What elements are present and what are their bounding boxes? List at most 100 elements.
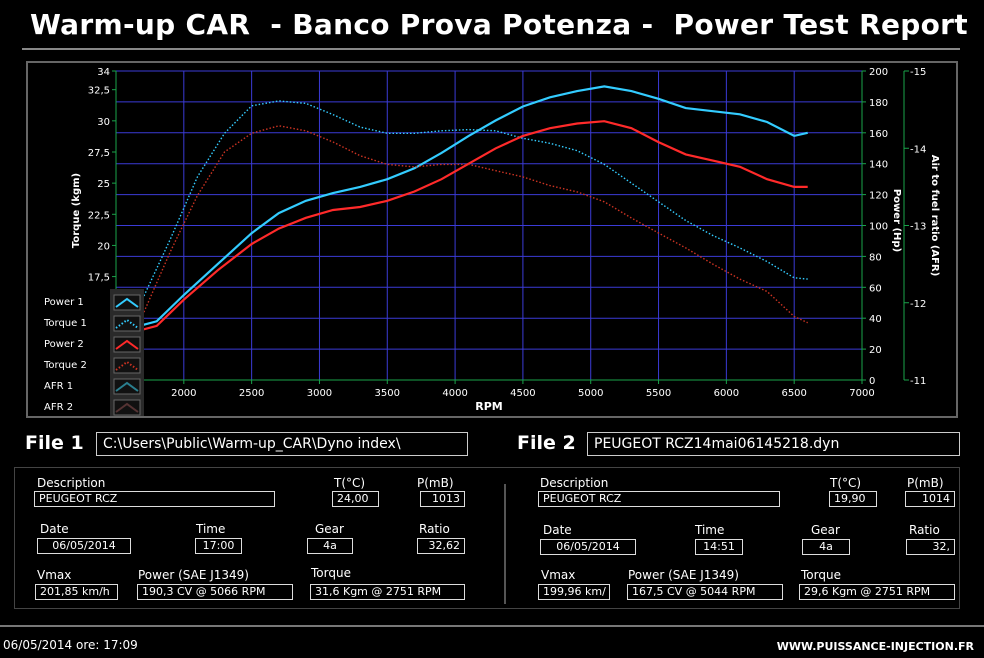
x-tick-label: 6500 bbox=[781, 388, 806, 399]
legend-swatch-box bbox=[113, 336, 141, 353]
legend-swatch-box bbox=[113, 378, 141, 395]
power-tick-label: 100 bbox=[869, 222, 888, 233]
series-line-power-2 bbox=[115, 120, 808, 338]
run2-gear-field[interactable]: 4a bbox=[802, 539, 850, 555]
run1-temperature-label: T(°C) bbox=[334, 476, 366, 490]
torque-tick-label: 32,5 bbox=[88, 86, 110, 97]
dyno-chart: 3432,53027,52522,52017,51512,52001801601… bbox=[40, 67, 940, 417]
run1-date-field[interactable]: 06/05/2014 bbox=[37, 538, 131, 554]
power-tick-label: 160 bbox=[869, 129, 888, 140]
run1-power-label: Power (SAE J1349) bbox=[138, 568, 249, 582]
x-tick-label: 5000 bbox=[578, 388, 603, 399]
torque-tick-label: 22,5 bbox=[88, 210, 110, 221]
x-axis-title: RPM bbox=[475, 400, 502, 413]
legend-swatch-box bbox=[113, 399, 141, 416]
chart-axes: 3432,53027,52522,52017,51512,52001801601… bbox=[71, 67, 940, 413]
run2-description-field[interactable]: PEUGEOT RCZ bbox=[538, 491, 780, 507]
afr-tick-label: -12 bbox=[910, 299, 926, 310]
run2-time-field[interactable]: 14:51 bbox=[695, 539, 743, 555]
legend-label-afr-1: AFR 1 bbox=[44, 381, 73, 392]
run2-vmax-field[interactable]: 199,96 km/ bbox=[538, 584, 610, 600]
run1-gear-label: Gear bbox=[315, 522, 344, 536]
power-tick-label: 60 bbox=[869, 283, 882, 294]
torque-axis-title: Torque (kgm) bbox=[71, 173, 82, 248]
power-tick-label: 80 bbox=[869, 252, 882, 263]
run1-torque-field[interactable]: 31,6 Kgm @ 2751 RPM bbox=[310, 584, 465, 600]
file2-path-field[interactable]: PEUGEOT RCZ14mai06145218.dyn bbox=[587, 432, 960, 456]
power-tick-label: 180 bbox=[869, 98, 888, 109]
power-tick-label: 40 bbox=[869, 314, 882, 325]
run2-time-label: Time bbox=[695, 523, 725, 537]
run2-gear-label: Gear bbox=[811, 523, 840, 537]
x-tick-label: 3500 bbox=[375, 388, 400, 399]
power-tick-label: 120 bbox=[869, 191, 888, 202]
run1-pressure-field[interactable]: 1013 bbox=[420, 491, 465, 507]
run2-temperature-label: T(°C) bbox=[830, 476, 862, 490]
file1-path-field[interactable]: C:\Users\Public\Warm-up_CAR\Dyno index\ bbox=[96, 432, 468, 456]
run1-description-label: Description bbox=[37, 476, 106, 490]
footer-website: WWW.PUISSANCE-INJECTION.FR bbox=[776, 640, 974, 653]
file2-label: File 2 bbox=[517, 432, 576, 454]
run-data-panel bbox=[14, 467, 960, 609]
run1-power-field[interactable]: 190,3 CV @ 5066 RPM bbox=[137, 584, 293, 600]
panel-divider bbox=[504, 484, 506, 604]
run1-description-field[interactable]: PEUGEOT RCZ bbox=[34, 491, 275, 507]
title-divider bbox=[22, 48, 960, 50]
run2-torque-field[interactable]: 29,6 Kgm @ 2751 RPM bbox=[799, 584, 955, 600]
series-line-torque-2 bbox=[115, 125, 808, 334]
run1-time-field[interactable]: 17:00 bbox=[195, 538, 242, 554]
legend-label-torque-1: Torque 1 bbox=[43, 318, 87, 329]
afr-tick-label: -14 bbox=[910, 144, 926, 155]
x-tick-label: 3000 bbox=[307, 388, 332, 399]
run2-pressure-label: P(mB) bbox=[907, 476, 944, 490]
run2-pressure-field[interactable]: 1014 bbox=[905, 491, 955, 507]
run2-ratio-label: Ratio bbox=[909, 523, 940, 537]
run1-temperature-field[interactable]: 24,00 bbox=[332, 491, 379, 507]
legend-label-power-2: Power 2 bbox=[44, 339, 84, 350]
run1-gear-field[interactable]: 4a bbox=[307, 538, 353, 554]
run2-date-field[interactable]: 06/05/2014 bbox=[540, 539, 636, 555]
run2-date-label: Date bbox=[543, 523, 572, 537]
series-line-torque-1 bbox=[115, 100, 808, 318]
run2-power-field[interactable]: 167,5 CV @ 5044 RPM bbox=[627, 584, 783, 600]
run1-torque-label: Torque bbox=[311, 566, 351, 580]
run1-ratio-field[interactable]: 32,62 bbox=[417, 538, 465, 554]
power-tick-label: 140 bbox=[869, 160, 888, 171]
legend-label-power-1: Power 1 bbox=[44, 297, 84, 308]
run1-vmax-field[interactable]: 201,85 km/h bbox=[35, 584, 118, 600]
power-tick-label: 20 bbox=[869, 345, 882, 356]
legend-swatch-box bbox=[113, 357, 141, 374]
legend-swatch-box bbox=[113, 294, 141, 311]
afr-tick-label: -13 bbox=[910, 222, 926, 233]
x-tick-label: 4500 bbox=[510, 388, 535, 399]
x-tick-label: 7000 bbox=[849, 388, 874, 399]
chart-panel: 3432,53027,52522,52017,51512,52001801601… bbox=[26, 61, 958, 418]
torque-tick-label: 30 bbox=[97, 117, 110, 128]
power-axis-title: Power (Hp) bbox=[891, 189, 902, 252]
torque-tick-label: 25 bbox=[97, 179, 110, 190]
legend-label-afr-2: AFR 2 bbox=[44, 402, 73, 413]
run2-description-label: Description bbox=[540, 476, 609, 490]
run1-time-label: Time bbox=[196, 522, 226, 536]
run2-vmax-label: Vmax bbox=[541, 568, 576, 582]
run2-temperature-field[interactable]: 19,90 bbox=[829, 491, 877, 507]
run1-vmax-label: Vmax bbox=[37, 568, 72, 582]
legend-swatch-box bbox=[113, 315, 141, 332]
x-tick-label: 2500 bbox=[239, 388, 264, 399]
afr-tick-label: -15 bbox=[910, 67, 926, 78]
x-tick-label: 2000 bbox=[171, 388, 196, 399]
run2-ratio-field[interactable]: 32, bbox=[906, 539, 955, 555]
torque-tick-label: 20 bbox=[97, 241, 110, 252]
legend-swatch-power-2 bbox=[115, 339, 139, 350]
torque-tick-label: 17,5 bbox=[88, 273, 110, 284]
footer-divider bbox=[0, 625, 984, 627]
run2-power-label: Power (SAE J1349) bbox=[628, 568, 739, 582]
afr-axis-title: Air to fuel ratio (AFR) bbox=[929, 155, 940, 277]
power-tick-label: 200 bbox=[869, 67, 888, 78]
run1-date-label: Date bbox=[40, 522, 69, 536]
x-tick-label: 4000 bbox=[442, 388, 467, 399]
chart-legend: Power 1 Torque 1 Power 2 Torque 2 AFR 1 AFR 2 bbox=[40, 289, 144, 417]
x-tick-label: 5500 bbox=[646, 388, 671, 399]
file1-label: File 1 bbox=[25, 432, 84, 454]
torque-tick-label: 27,5 bbox=[88, 148, 110, 159]
